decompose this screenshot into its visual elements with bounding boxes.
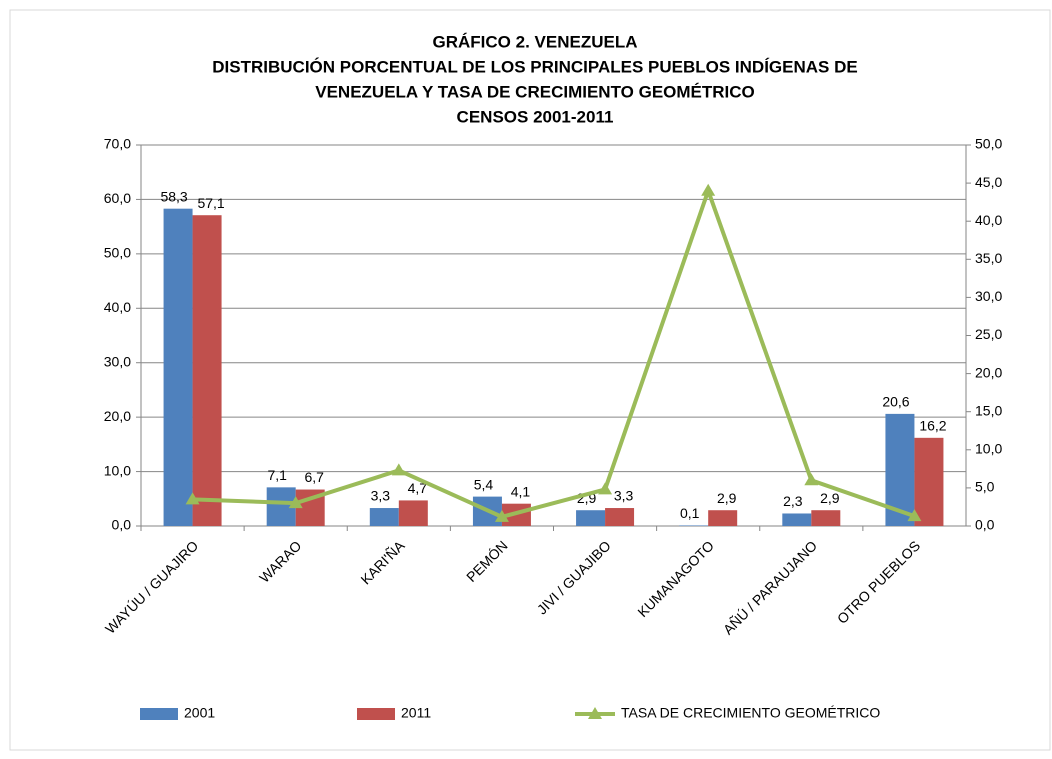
line [192, 184, 916, 519]
data-label: 0,1 [680, 505, 700, 521]
y-tick-label: 70,0 [104, 136, 131, 152]
bar [708, 510, 738, 526]
data-label: 16,2 [919, 418, 946, 434]
legend-marker [588, 707, 602, 719]
bar [811, 510, 841, 526]
y2-tick-label: 15,0 [975, 402, 1002, 418]
data-label: 4,1 [511, 483, 531, 499]
bar [398, 500, 428, 526]
y-tick-label: 0,0 [112, 517, 132, 533]
y-tick-label: 50,0 [104, 245, 131, 261]
bar [605, 508, 635, 526]
bar [369, 508, 399, 526]
bar [679, 525, 709, 526]
x-tick-label: PEMÓN [463, 537, 511, 585]
x-tick-label: WAYÚU / GUAJIRO [102, 537, 201, 636]
legend-label: 2001 [184, 705, 215, 721]
y2-tick-label: 50,0 [975, 136, 1002, 152]
data-label: 20,6 [882, 394, 909, 410]
x-tick-label: OTRO PUEBLOS [834, 537, 923, 626]
y-tick-label: 20,0 [104, 408, 131, 424]
chart-title: CENSOS 2001-2011 [457, 107, 614, 126]
data-label: 2,9 [717, 490, 737, 506]
chart-title: GRÁFICO 2. VENEZUELA [433, 32, 638, 51]
line-marker [288, 496, 303, 509]
chart-border [9, 9, 1051, 751]
data-label: 4,7 [408, 480, 428, 496]
chart-title: VENEZUELA Y TASA DE CRECIMIENTO GEOMÉTRI… [315, 82, 755, 101]
y2-tick-label: 30,0 [975, 288, 1002, 304]
bar [576, 510, 606, 526]
x-tick-label: WARAO [256, 537, 304, 585]
line-marker [185, 492, 200, 505]
legend-label: 2011 [401, 705, 431, 721]
line-marker [494, 509, 509, 522]
x-tick-label: JIVI / GUAJIBO [534, 537, 614, 617]
x-tick-label: KARI'ÑA [357, 537, 408, 588]
legend-swatch [357, 708, 395, 720]
y2-tick-label: 20,0 [975, 364, 1002, 380]
y2-tick-label: 5,0 [975, 479, 995, 495]
bar [782, 513, 812, 526]
y-tick-label: 10,0 [104, 462, 131, 478]
line-marker [391, 463, 406, 476]
y2-tick-label: 45,0 [975, 174, 1002, 190]
data-label: 3,3 [614, 488, 634, 504]
x-tick-label: KUMANAGOTO [634, 537, 717, 620]
bar [192, 215, 222, 526]
y2-tick-label: 0,0 [975, 517, 995, 533]
y2-tick-label: 40,0 [975, 212, 1002, 228]
chart-title: DISTRIBUCIÓN PORCENTUAL DE LOS PRINCIPAL… [212, 57, 857, 76]
line-marker [598, 482, 613, 495]
line-marker [907, 509, 922, 522]
x-tick-label: AÑÚ / PARAUJANO [720, 537, 820, 637]
data-label: 5,4 [474, 476, 494, 492]
y2-tick-label: 35,0 [975, 250, 1002, 266]
data-label: 57,1 [197, 195, 224, 211]
bar [914, 437, 944, 526]
data-label: 3,3 [371, 488, 391, 504]
data-label: 58,3 [160, 188, 187, 204]
data-label: 2,9 [820, 490, 840, 506]
data-label: 7,1 [267, 467, 287, 483]
data-label: 2,3 [783, 493, 803, 509]
bar [163, 208, 193, 526]
y2-tick-label: 10,0 [975, 441, 1002, 457]
line-marker [701, 183, 716, 196]
line-marker [804, 473, 819, 486]
legend-label: TASA DE CRECIMIENTO GEOMÉTRICO [621, 705, 880, 721]
y-tick-label: 30,0 [104, 353, 131, 369]
data-label: 6,7 [304, 469, 324, 485]
y-tick-label: 40,0 [104, 299, 131, 315]
y-tick-label: 60,0 [104, 190, 131, 206]
y2-tick-label: 25,0 [975, 326, 1002, 342]
legend-swatch [140, 708, 178, 720]
